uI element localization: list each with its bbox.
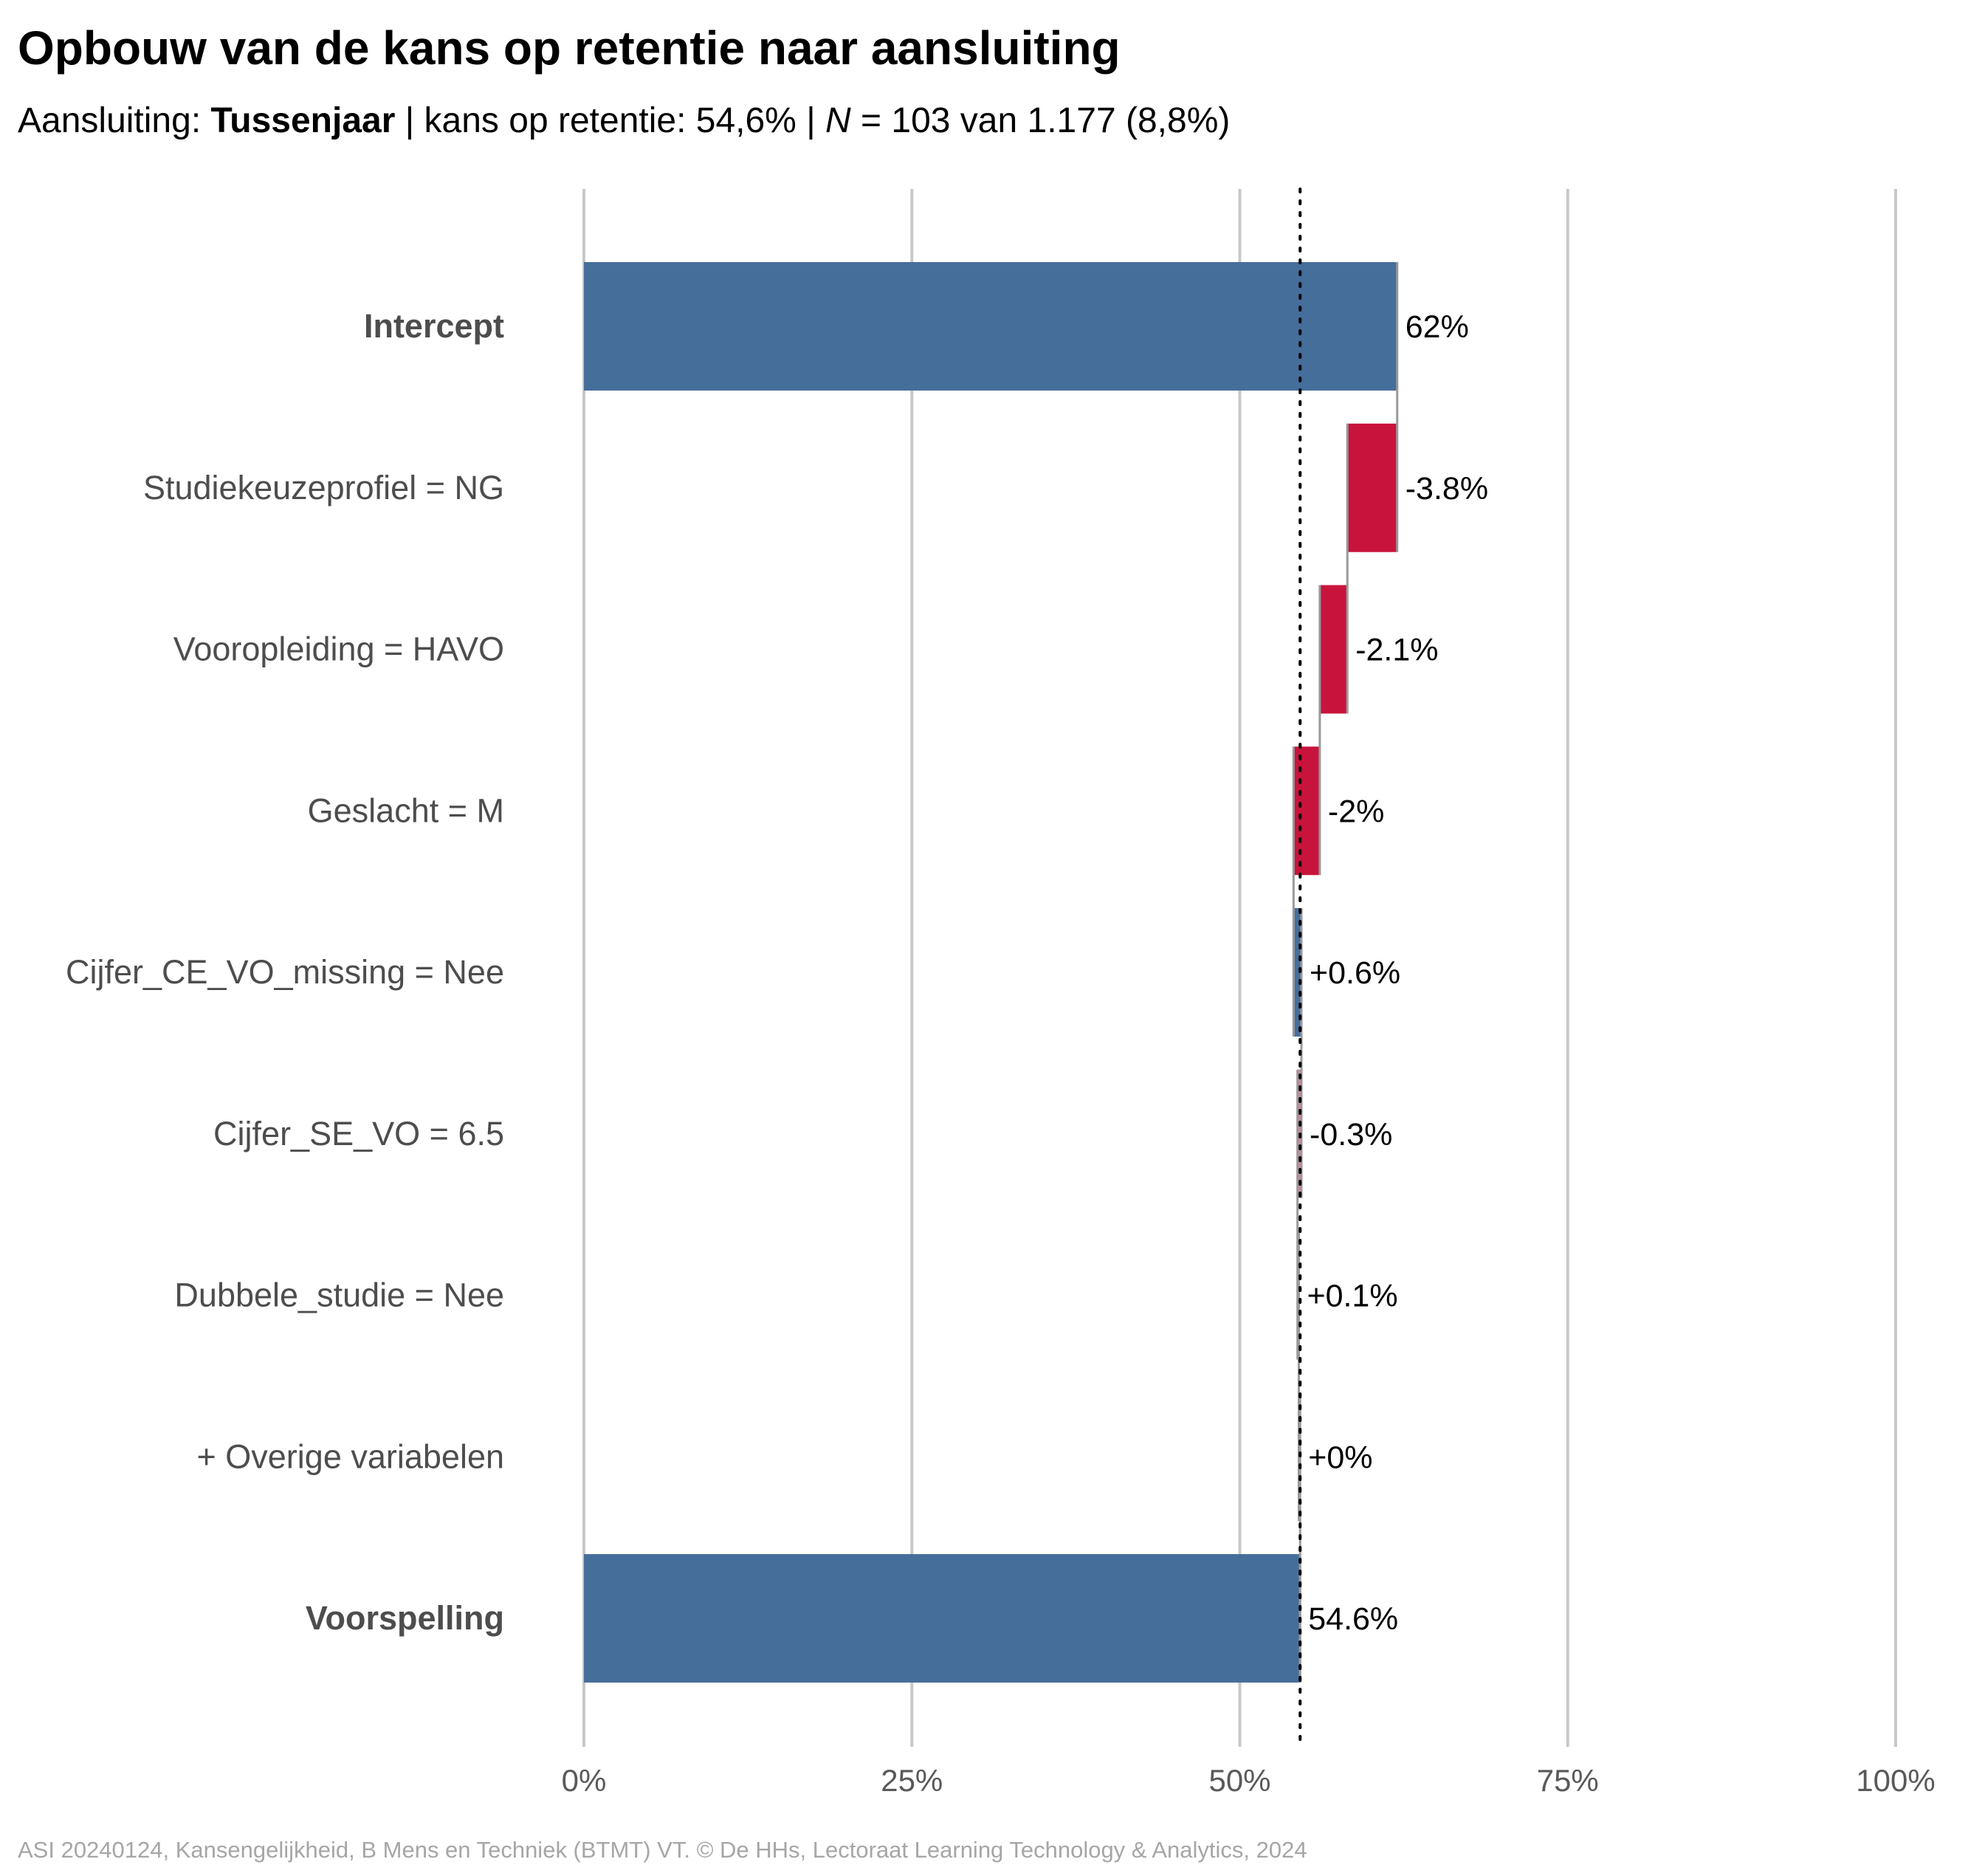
delta-bar [1319,585,1348,714]
subtitle-mid: | kans op retentie: 54,6% | [395,101,825,140]
value-label: +0% [1308,1440,1372,1475]
value-label: -3.8% [1406,471,1488,506]
gridlines [582,189,1897,1747]
category-label: Intercept [364,307,504,345]
category-label: Geslacht = M [308,791,504,829]
category-label: Cijfer_CE_VO_missing = Nee [66,953,504,991]
x-tick-label: 50% [1208,1763,1270,1798]
category-label: Voorspelling [306,1599,504,1637]
subtitle-n-symbol: N [825,101,851,140]
value-label: -2% [1328,794,1384,829]
value-label: +0.6% [1310,955,1400,991]
category-label: Studiekeuzeprofiel = NG [143,469,504,506]
category-label: Cijfer_SE_VO = 6.5 [213,1115,504,1152]
chart-subtitle: Aansluiting: Tussenjaar | kans op retent… [18,100,1230,141]
x-tick-label: 25% [881,1763,943,1798]
x-tick-label: 100% [1856,1763,1935,1798]
value-label: -2.1% [1355,633,1438,668]
chart-title: Opbouw van de kans op retentie naar aans… [18,21,1121,75]
category-labels: Intercept Studiekeuzeprofiel = NG Voorople… [66,307,504,1637]
bars [584,262,1397,1683]
value-label: -0.3% [1310,1117,1392,1152]
category-label: Vooropleiding = HAVO [173,631,504,668]
value-label: 54.6% [1308,1601,1398,1637]
value-label: +0.1% [1307,1279,1397,1314]
subtitle-suffix: = 103 van 1.177 (8,8%) [850,101,1231,140]
subtitle-group: Tussenjaar [210,101,396,140]
delta-bar [1347,423,1397,552]
value-label: 62% [1406,309,1469,345]
total-bar [584,1554,1301,1683]
value-labels: 62% -3.8% -2.1% -2% +0.6% -0.3% +0.1% +0% 54.6% [1307,309,1488,1637]
total-bar [584,262,1397,391]
x-tick-label: 75% [1537,1763,1599,1798]
x-tick-label: 0% [562,1763,607,1798]
delta-bar [1293,908,1302,1037]
x-axis-ticks: 0% 25% 50% 75% 100% [562,1763,1936,1798]
category-label: Dubbele_studie = Nee [174,1277,504,1314]
delta-bar [1293,746,1320,876]
caption: ASI 20240124, Kansengelijkheid, B Mens e… [18,1837,1307,1863]
subtitle-prefix: Aansluiting: [18,101,211,140]
category-label: + Overige variabelen [197,1437,505,1475]
